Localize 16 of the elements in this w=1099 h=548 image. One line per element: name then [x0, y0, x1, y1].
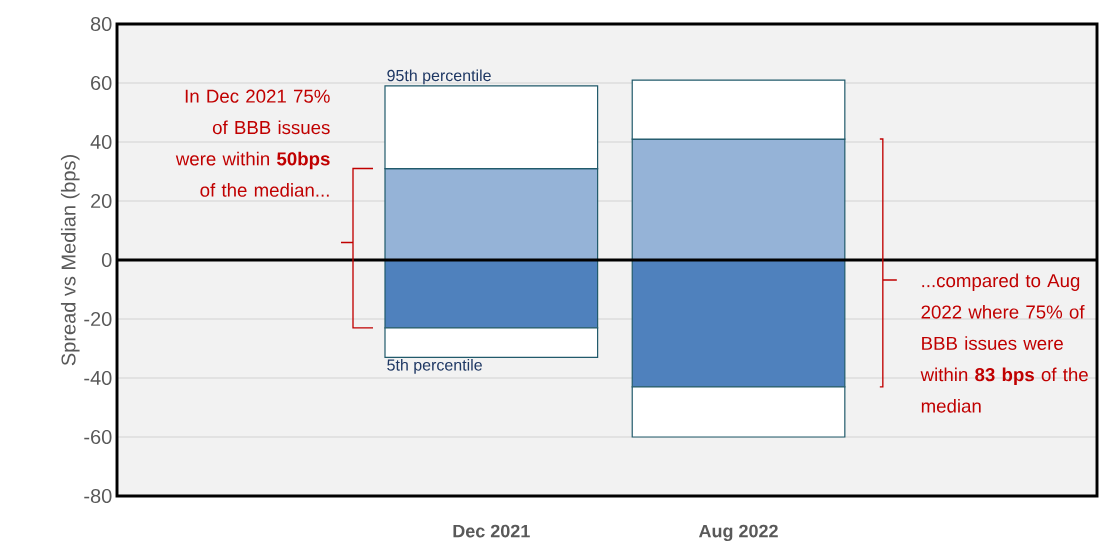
y-tick-label: -40 — [84, 370, 112, 386]
annotation: 5th percentile — [387, 358, 482, 374]
y-tick-label: 20 — [91, 193, 112, 209]
y-tick-label: 60 — [91, 75, 112, 91]
annotation: In Dec 2021 75% of BBB issues were within 50bps of the median... — [175, 89, 330, 197]
x-tick-label: Dec 2021 — [453, 524, 530, 538]
y-tick-label: -20 — [84, 311, 112, 327]
x-tick-label: Aug 2022 — [698, 524, 778, 542]
y-tick-label: 0 — [101, 252, 112, 268]
text: ...compared to Aug 2022 where 75% of BBB issues were within 83 bps of the median — [920, 273, 1088, 413]
y-tick-label: 40 — [90, 134, 112, 150]
y-tick-label: 80 — [90, 16, 112, 32]
y-tick-label: -60 — [84, 429, 112, 445]
annotation: 95th percentile — [387, 69, 491, 85]
y-tick-label: -80 — [84, 488, 112, 504]
y-axis-title: Spread vs Median (bps) — [60, 155, 80, 366]
